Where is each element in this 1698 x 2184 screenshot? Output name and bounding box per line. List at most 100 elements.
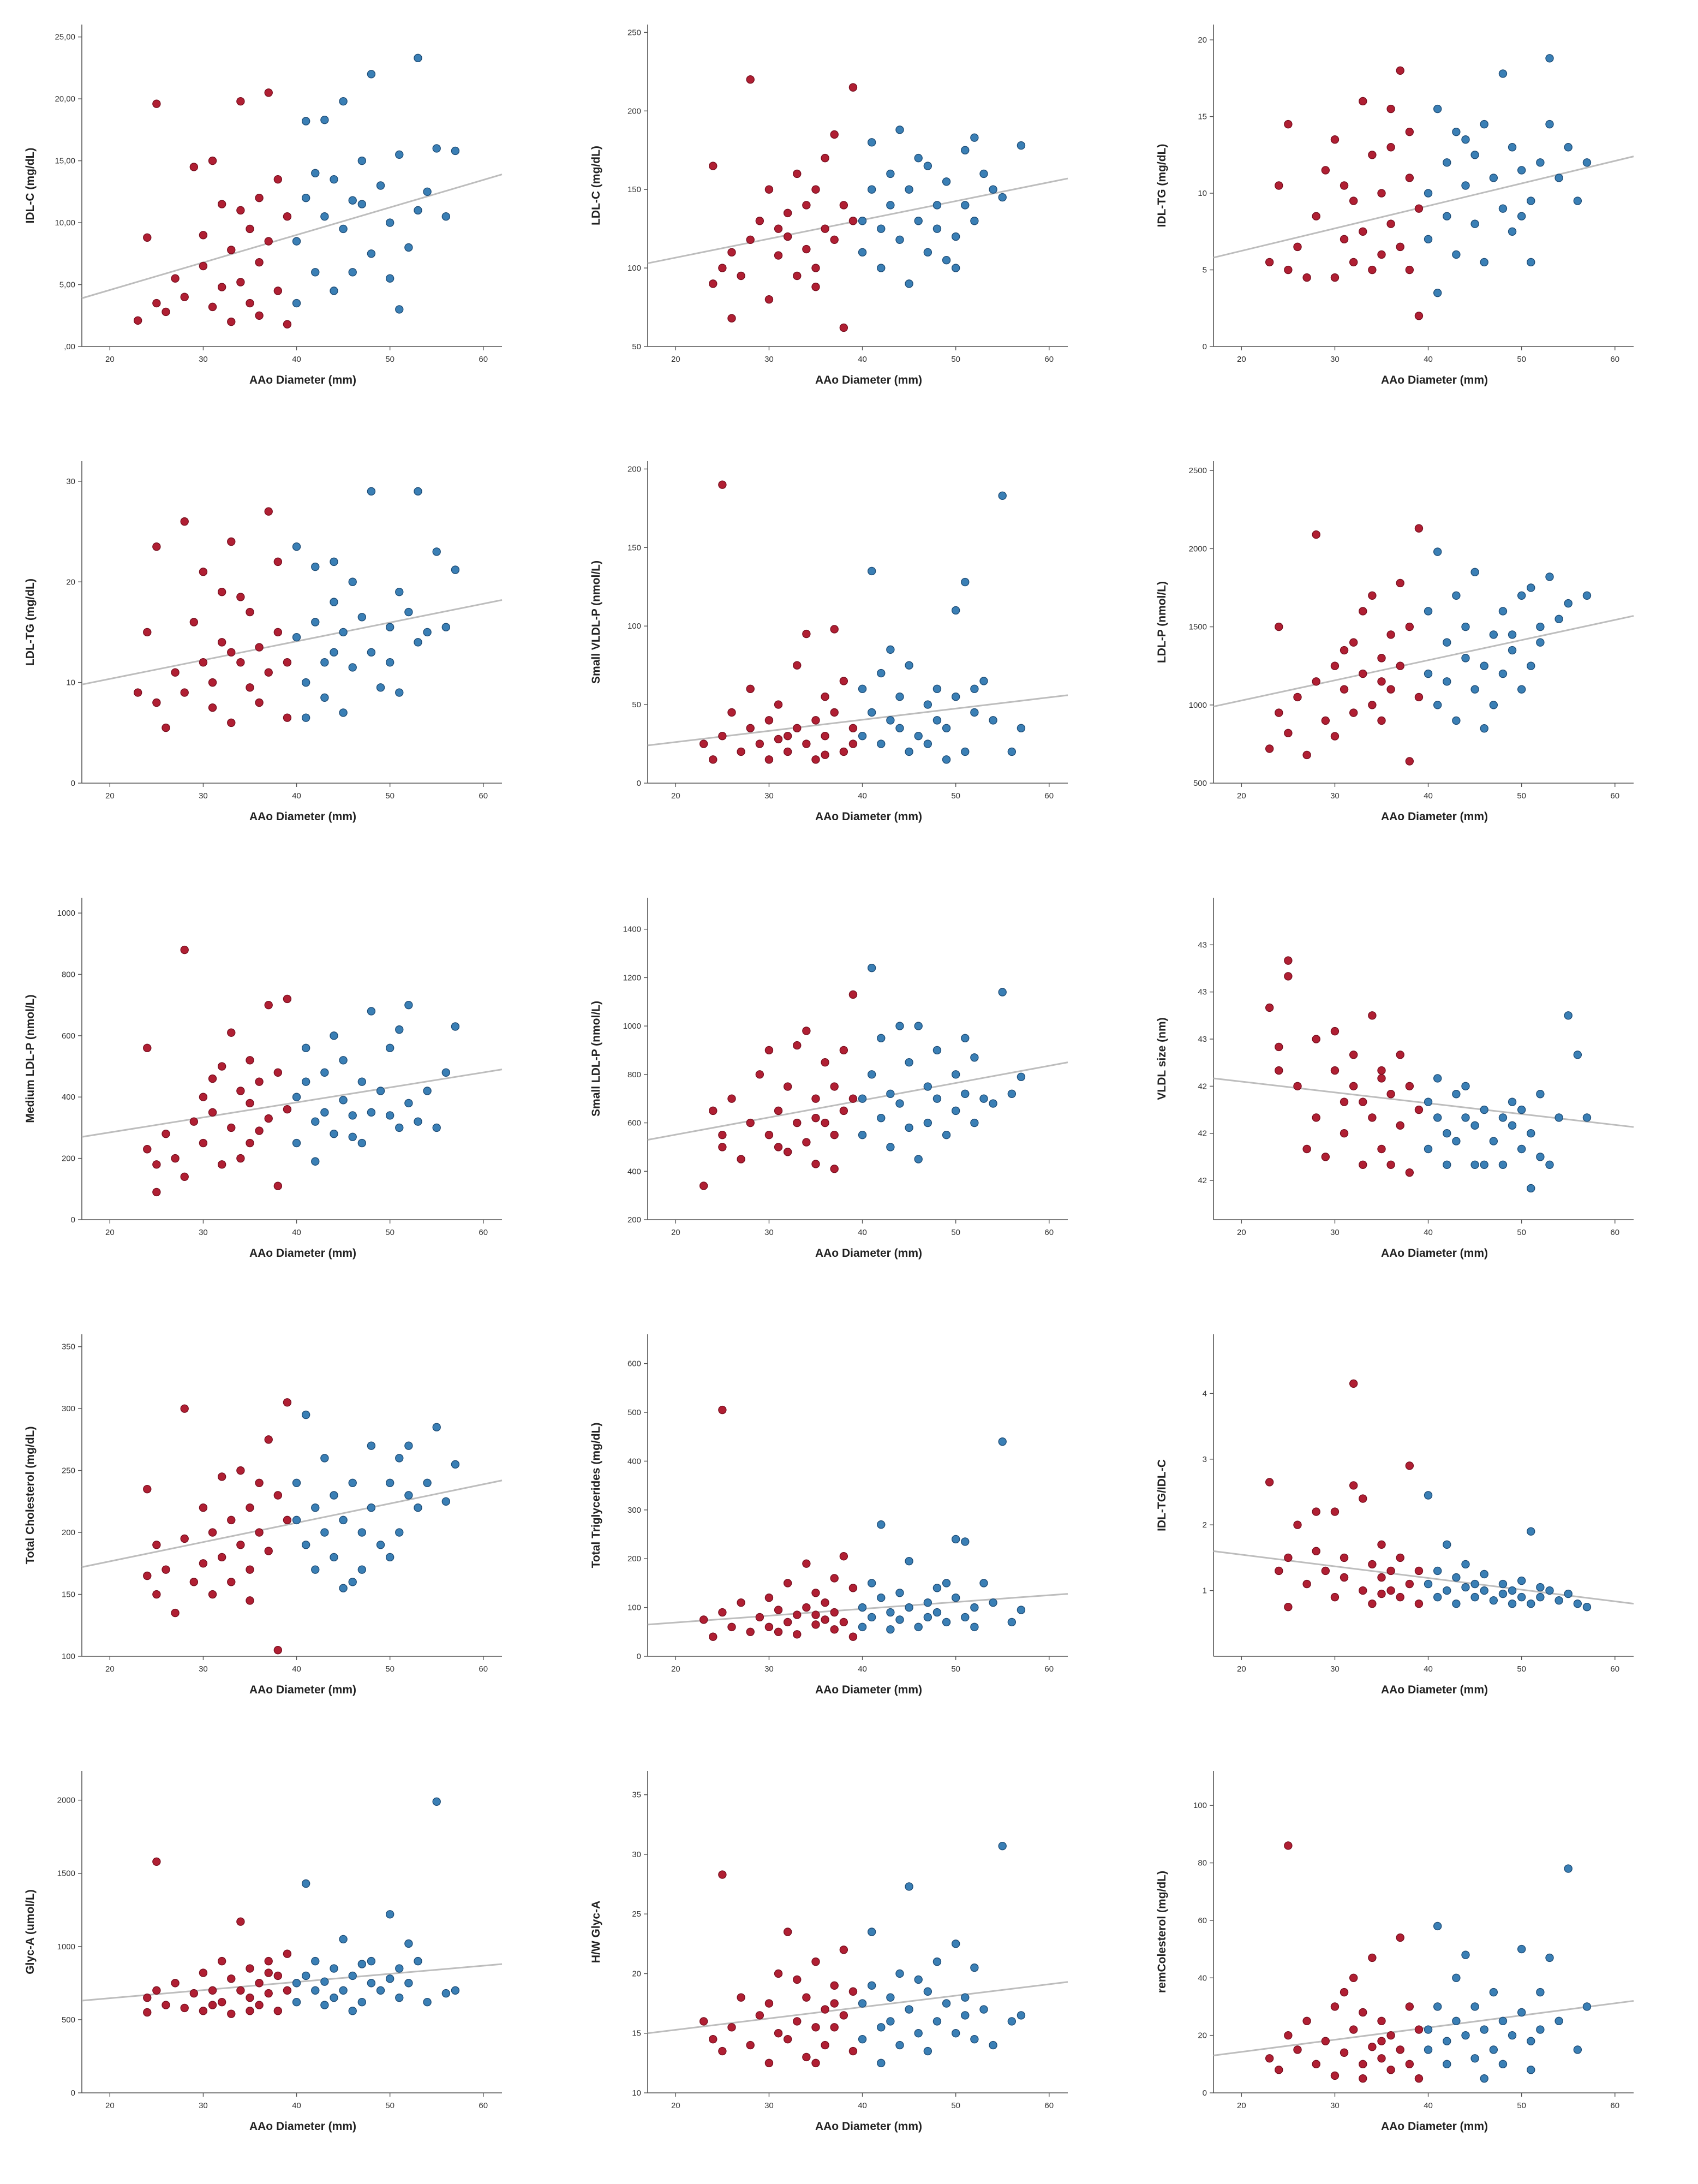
- data-point-large: [1452, 716, 1461, 725]
- data-point-large: [914, 2029, 923, 2038]
- data-point-large: [1007, 1089, 1017, 1099]
- data-point-small: [283, 658, 292, 667]
- data-point-large: [367, 1108, 376, 1117]
- data-point-large: [932, 1608, 942, 1617]
- data-point-small: [199, 568, 208, 576]
- data-point-small: [1302, 273, 1311, 282]
- data-point-large: [348, 1478, 357, 1488]
- data-point-small: [246, 299, 254, 308]
- data-point-small: [848, 1584, 858, 1592]
- data-point-small: [1359, 227, 1367, 236]
- data-point-small: [1386, 1566, 1395, 1576]
- data-point-small: [236, 278, 245, 287]
- y-tick-label: 1000: [623, 1022, 641, 1031]
- data-point-small: [152, 1188, 161, 1197]
- data-point-large: [1452, 1599, 1461, 1608]
- data-point-small: [1293, 1520, 1302, 1529]
- data-point-small: [199, 1503, 208, 1512]
- data-point-large: [292, 1998, 301, 2007]
- data-point-small: [1405, 622, 1414, 631]
- data-point-small: [217, 638, 226, 647]
- y-tick-label: 25,00: [55, 33, 75, 42]
- x-tick-label: 50: [951, 1228, 960, 1237]
- data-point-small: [1359, 1097, 1367, 1106]
- data-point-large: [320, 1108, 329, 1117]
- data-point-small: [746, 684, 755, 694]
- data-point-large: [979, 2005, 988, 2014]
- data-point-large: [1498, 1113, 1508, 1122]
- data-point-large: [1424, 2025, 1433, 2034]
- data-point-small: [162, 1129, 170, 1138]
- data-point-small: [171, 274, 180, 283]
- data-point-small: [246, 1099, 254, 1108]
- data-point-small: [246, 607, 254, 617]
- data-point-small: [255, 311, 264, 320]
- data-point-large: [1536, 1090, 1545, 1099]
- data-point-large: [385, 1043, 394, 1053]
- data-point-small: [830, 708, 839, 717]
- data-point-small: [180, 1404, 189, 1413]
- data-point-small: [727, 1622, 736, 1632]
- data-point-small: [199, 1138, 208, 1148]
- data-point-small: [830, 1082, 839, 1091]
- data-point-small: [217, 1472, 226, 1481]
- data-point-large: [961, 747, 970, 756]
- data-point-large: [292, 1979, 301, 1988]
- data-point-small: [273, 1645, 283, 1655]
- data-point-large: [858, 1094, 867, 1103]
- data-point-large: [1007, 1618, 1017, 1627]
- data-point-small: [227, 1974, 236, 1983]
- data-point-large: [395, 1454, 404, 1463]
- data-point-small: [1386, 685, 1395, 694]
- data-point-small: [283, 1515, 292, 1525]
- data-point-large: [339, 1584, 348, 1592]
- data-point-large: [895, 724, 904, 732]
- data-point-small: [199, 1093, 208, 1101]
- data-point-small: [699, 1181, 708, 1190]
- data-point-large: [923, 162, 932, 170]
- x-tick-label: 40: [858, 1664, 867, 1674]
- x-tick-label: 30: [764, 355, 774, 364]
- data-point-small: [1405, 2060, 1414, 2069]
- data-point-large: [1508, 1586, 1517, 1595]
- scatter-panel: 20 30 40 50 60 10 15 20 25 30 35 AAo Diameter (mm) H…: [566, 1746, 1132, 2183]
- data-point-large: [895, 1589, 904, 1597]
- data-point-large: [1443, 212, 1451, 220]
- data-point-small: [1293, 693, 1302, 702]
- data-point-large: [414, 1956, 422, 1966]
- data-point-large: [1517, 591, 1526, 600]
- data-point-small: [1349, 638, 1358, 647]
- data-point-small: [1396, 1121, 1404, 1130]
- data-point-large: [1452, 1137, 1461, 1145]
- data-point-large: [951, 693, 960, 701]
- data-point-large: [942, 177, 951, 186]
- y-axis-label: Glyc-A (umol/L): [24, 1889, 37, 1974]
- data-point-large: [1470, 1579, 1479, 1589]
- x-tick-label: 50: [1517, 1228, 1526, 1237]
- data-point-small: [1275, 181, 1283, 190]
- y-tick-label: 1000: [1189, 701, 1207, 710]
- data-point-large: [1424, 1144, 1433, 1154]
- regression-line: [647, 1981, 1068, 2034]
- data-point-large: [1517, 212, 1526, 220]
- data-point-large: [367, 249, 376, 258]
- y-axis-label: H/W Glyc-A: [590, 1901, 602, 1963]
- x-axis-label: AAo Diameter (mm): [815, 1247, 922, 1260]
- data-point-small: [1349, 1481, 1358, 1490]
- x-tick-label: 20: [671, 2101, 680, 2110]
- data-point-large: [320, 1068, 329, 1077]
- regression-line: [647, 694, 1068, 747]
- data-point-small: [273, 557, 283, 566]
- data-point-small: [839, 1106, 848, 1115]
- data-point-small: [1284, 972, 1293, 981]
- x-tick-label: 30: [199, 355, 208, 364]
- data-point-small: [1312, 2060, 1320, 2069]
- data-point-large: [923, 1613, 932, 1622]
- data-point-small: [848, 739, 858, 748]
- data-point-small: [821, 1058, 829, 1067]
- y-tick-label: 600: [627, 1359, 641, 1369]
- data-point-large: [348, 1132, 357, 1141]
- data-point-small: [1340, 1097, 1349, 1106]
- data-point-large: [1461, 2031, 1470, 2040]
